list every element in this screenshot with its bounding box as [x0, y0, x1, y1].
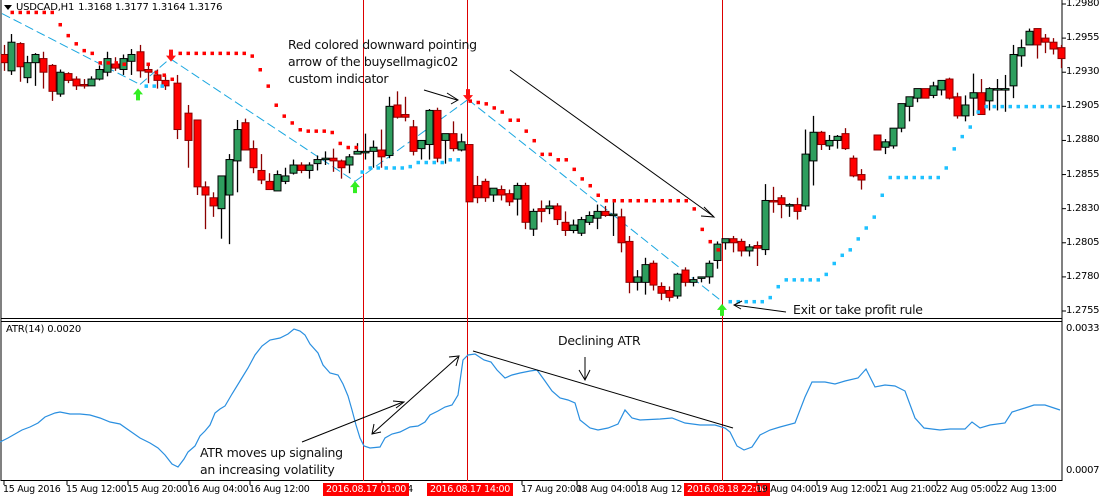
symbol-label: USDCAD,H1 [16, 2, 75, 13]
time-tick-label: 16 Aug 12:00 [249, 484, 310, 495]
price-tick-label: 1.2805 [1066, 236, 1100, 248]
annotation-line: Red colored downward pointing [288, 37, 477, 52]
annotation-declining-atr: Declining ATR [558, 333, 641, 348]
price-tick-label: 1.2855 [1066, 168, 1100, 180]
price-tick-label: 1.2830 [1066, 202, 1100, 214]
annotation-line: an increasing volatility [200, 462, 335, 477]
atr-line [0, 328, 1061, 468]
time-tick-label: 17 Aug 20:00 [521, 484, 582, 495]
chart-frame [0, 0, 1066, 485]
time-tick-label: 19 Aug 04:00 [756, 484, 817, 495]
price-tick-label: 1.2905 [1066, 100, 1100, 112]
price-tick-label: 1.2930 [1066, 66, 1100, 78]
annotation-red-arrow: Red colored downward pointing arrow of t… [288, 36, 477, 87]
highlighted-time-label: 2016.08.18 22:00 [684, 483, 770, 496]
candlesticks [0, 28, 1066, 302]
annotation-exit-rule: Exit or take profit rule [793, 302, 923, 317]
price-tick-label: 1.2755 [1066, 305, 1100, 316]
atr-min-label: 0.0007 [1066, 465, 1100, 476]
buy-arrow-icon [717, 303, 727, 316]
highlighted-time-label: 2016.08.17 01:00 [323, 483, 409, 496]
sell-arrow-icon [166, 49, 176, 62]
time-tick-label: 18 Aug 12 [636, 484, 683, 495]
time-tick-label: 16 Aug 04:00 [188, 484, 249, 495]
buy-arrow-icon [133, 88, 143, 101]
atr-max-label: 0.0033 [1066, 323, 1100, 334]
time-tick-label: 18 Aug 04:00 [576, 484, 637, 495]
signal-arrows [133, 49, 727, 316]
annotation-atr-up: ATR moves up signaling an increasing vol… [200, 444, 343, 478]
sell-arrow-icon [463, 89, 473, 102]
annotation-line: custom indicator [288, 71, 389, 86]
price-tick-label: 1.2955 [1066, 32, 1100, 44]
annotation-line: arrow of the buysellmagic02 [288, 54, 459, 69]
annotation-arrows [301, 69, 787, 443]
time-tick-label: 21 Aug 21:00 [876, 484, 937, 495]
time-tick-label: 15 Aug 20:00 [127, 484, 188, 495]
blue-stop-dots [144, 84, 1060, 304]
time-tick-label: 22 Aug 13:00 [996, 484, 1057, 495]
price-tick-label: 1.2780 [1066, 270, 1100, 282]
time-tick-label: 22 Aug 05:00 [936, 484, 997, 495]
highlighted-time-label: 2016.08.17 14:00 [427, 483, 513, 496]
dropdown-triangle-icon[interactable] [4, 5, 12, 10]
price-tick-label: 1.2880 [1066, 134, 1100, 146]
red-stop-dots [10, 10, 720, 252]
buy-arrow-icon [350, 181, 360, 194]
time-tick-label: 19 Aug 12:00 [816, 484, 877, 495]
ohlc-values: 1.3168 1.3177 1.3164 1.3176 [78, 2, 223, 13]
time-tick-label: 15 Aug 2016 [3, 484, 61, 495]
atr-label: ATR(14) 0.0020 [6, 324, 82, 335]
time-tick-label: 15 Aug 12:00 [66, 484, 127, 495]
annotation-line: ATR moves up signaling [200, 445, 343, 460]
chart-title: USDCAD,H1 1.3168 1.3177 1.3164 1.3176 [4, 2, 222, 13]
price-tick-label: 1.2980 [1066, 0, 1100, 9]
